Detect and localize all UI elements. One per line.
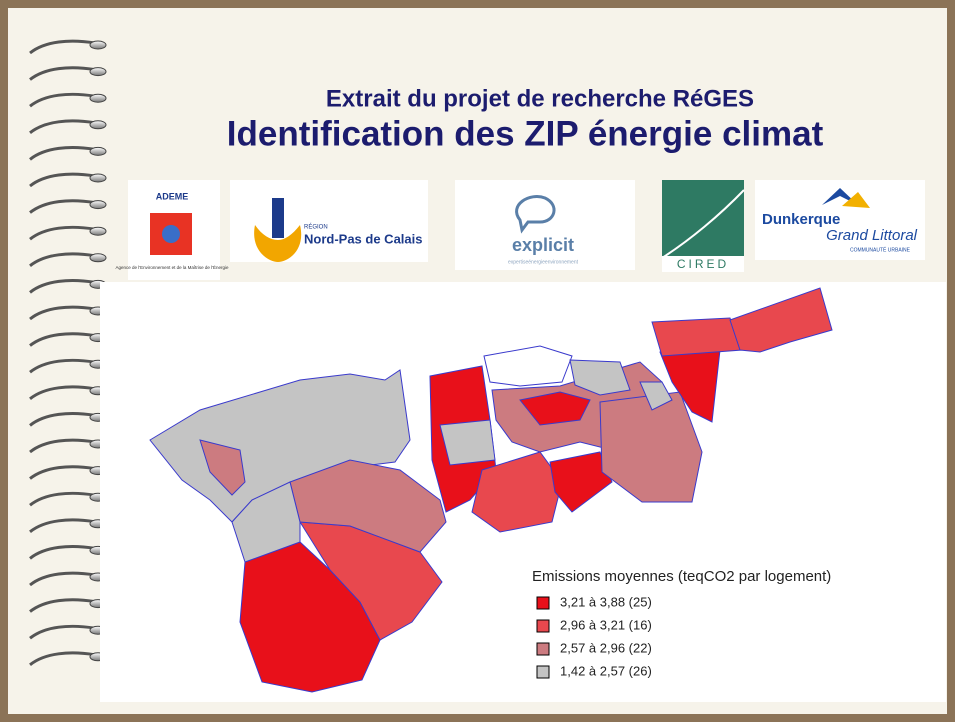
slide: Extrait du projet de recherche RéGES Ide… [0,0,955,722]
legend-swatch [537,666,549,678]
legend-swatch [537,620,549,632]
legend-swatch [537,643,549,655]
legend-label: 2,57 à 2,96 (22) [560,640,652,655]
page: Extrait du projet de recherche RéGES Ide… [0,0,955,722]
logo-cired: CIRED [662,180,744,272]
spiral-hole [90,41,106,49]
spiral-hole [90,174,106,182]
spiral-hole [90,201,106,209]
logo-ademe: ADEME Agence de l'Environnement et de la… [115,180,229,280]
logo-dunkerque: Dunkerque Grand Littoral COMMUNAUTÉ URBA… [755,180,925,260]
logo-text: ADEME [156,191,189,201]
logo-explicit: explicit expertiseénergieenvironnement [455,180,635,270]
spiral-hole [90,121,106,129]
legend-title: Emissions moyennes (teqCO2 par logement) [532,568,831,585]
logo-caption: expertiseénergieenvironnement [508,259,579,265]
logo-text: RÉGION [304,224,328,231]
logo-caption: COMMUNAUTÉ URBAINE [850,246,911,253]
logo-text: CIRED [677,257,729,271]
spiral-hole [90,94,106,102]
legend-swatch [537,597,549,609]
spiral-hole [90,254,106,262]
legend-label: 2,96 à 3,21 (16) [560,617,652,632]
subtitle: Extrait du projet de recherche RéGES [326,85,754,112]
logo-text: explicit [512,235,574,255]
logo-region: RÉGION Nord-Pas de Calais [230,180,428,262]
logo-text: Dunkerque [762,211,840,228]
spiral-hole [90,147,106,155]
legend-label: 3,21 à 3,88 (25) [560,594,652,609]
logo-caption: Agence de l'Environnement et de la Maîtr… [115,264,229,270]
title: Identification des ZIP énergie climat [227,114,824,153]
spiral-hole [90,68,106,76]
legend-label: 1,42 à 2,57 (26) [560,663,652,678]
logo-text: Nord-Pas de Calais [304,231,423,246]
zone [652,318,742,356]
spiral-hole [90,227,106,235]
zone [440,420,495,465]
logo-text: Grand Littoral [826,227,918,244]
